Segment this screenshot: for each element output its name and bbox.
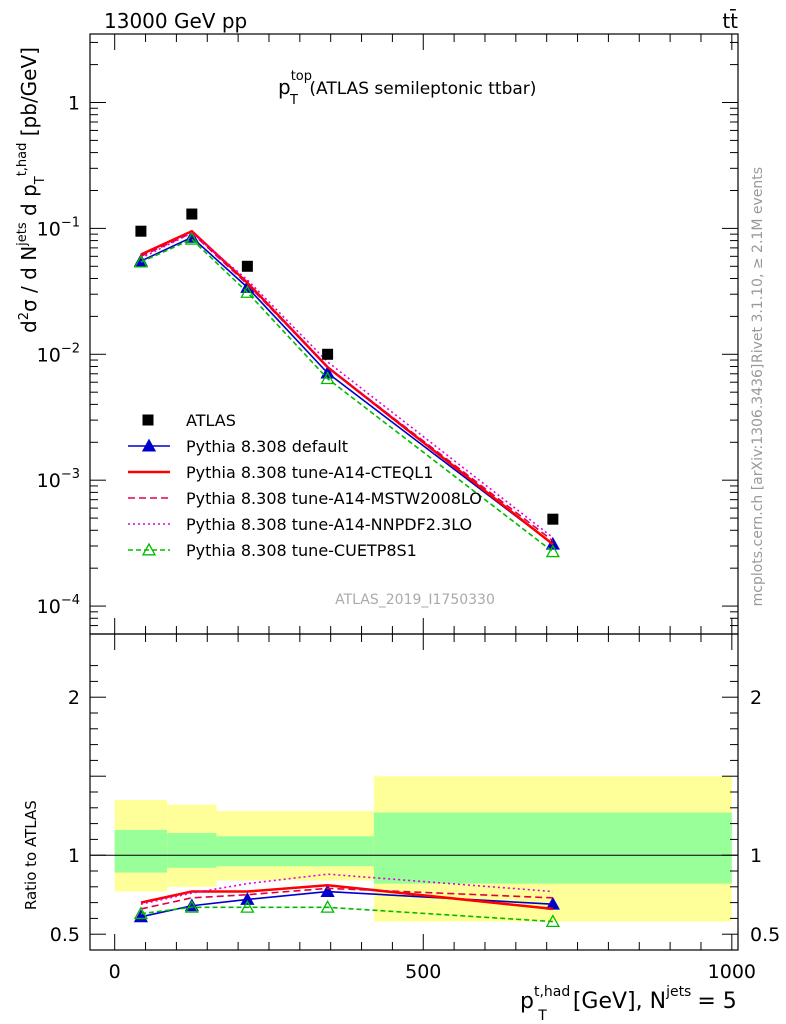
ratio-y-axis-label: Ratio to ATLAS — [22, 800, 40, 910]
data-point-marker — [184, 900, 199, 913]
y-tick-label: 1 — [68, 845, 80, 867]
data-point-marker — [133, 906, 149, 920]
atlas-data-point — [322, 348, 334, 360]
uncertainty-band-inner — [373, 812, 732, 884]
x-axis-label: pt,had T[GeV], Njets = 5 — [520, 984, 737, 1024]
y-tick-label: 10−3 — [37, 467, 80, 492]
data-point-marker — [320, 371, 335, 385]
atlas-data-point — [135, 225, 147, 237]
data-point-marker — [545, 914, 560, 928]
analysis-label: ATLAS_2019_I1750330 — [335, 592, 495, 608]
energy-label: 13000 GeV pp — [104, 9, 247, 33]
ratio-series-line-5 — [140, 906, 553, 923]
atlas-data-point — [186, 208, 198, 220]
x-tick-label: 0 — [109, 961, 121, 983]
process-label: tt̄ — [722, 8, 738, 33]
data-point-marker — [320, 884, 335, 897]
data-point-marker — [320, 900, 335, 913]
y-tick-label: 0.5 — [50, 924, 80, 946]
mcplots-label: mcplots.cern.ch [arXiv:1306.3436] — [750, 364, 766, 607]
series-line-5 — [140, 238, 554, 553]
y-tick-label-right: 0.5 — [750, 924, 780, 946]
y-tick-label: 10−1 — [37, 215, 80, 240]
ratio-plot-panel: 0 500 1000 0.5 0.5 1 1 2 2 Ratio to ATLAS pt,had T[… — [22, 633, 780, 1024]
atlas-data-point — [547, 513, 559, 525]
y-tick-label-right: 1 — [750, 845, 762, 867]
data-point-marker — [184, 231, 199, 245]
data-point-marker — [545, 896, 560, 910]
ratio-series-line-3 — [140, 887, 553, 910]
data-point-marker — [141, 438, 157, 452]
main-plot-panel: 1 10−1 10−2 10−3 10−4 d2σ / d Njets d pTt,had… — [15, 33, 739, 635]
legend-label: Pythia 8.308 tune-CUETP8S1 — [186, 541, 417, 560]
series-line-2 — [140, 229, 554, 546]
uncertainty-band-inner — [216, 836, 374, 867]
y-tick-label: 10−4 — [37, 593, 80, 618]
atlas-data-point — [241, 260, 253, 272]
y-tick-label: 10−2 — [37, 341, 80, 366]
y-tick-label: 1 — [68, 92, 80, 114]
y-tick-label: 2 — [68, 687, 80, 709]
legend-label: Pythia 8.308 default — [186, 437, 348, 456]
uncertainty-band-inner — [114, 829, 168, 873]
legend-atlas-marker — [142, 414, 154, 426]
legend-label: Pythia 8.308 tune-A14-NNPDF2.3LO — [186, 515, 472, 534]
legend: ATLAS Pythia 8.308 default Pythia 8.308 tu… — [128, 411, 482, 560]
data-point-marker — [240, 285, 255, 298]
legend-label: Pythia 8.308 tune-A14-CTEQL1 — [186, 463, 433, 482]
series-line-3 — [140, 231, 554, 542]
rivet-label: Rivet 3.1.10, ≥ 2.1M events — [750, 167, 766, 363]
legend-label: ATLAS — [186, 411, 236, 430]
y-tick-label-right: 2 — [750, 687, 762, 709]
data-point-marker — [545, 544, 560, 558]
data-point-marker — [240, 900, 255, 913]
uncertainty-band-inner — [167, 833, 217, 868]
data-point-marker — [240, 892, 255, 905]
main-y-axis-label: d2σ / d Njets d pTt,had [pb/GeV] — [15, 47, 48, 333]
legend-label: Pythia 8.308 tune-A14-MSTW2008LO — [186, 489, 482, 508]
data-point-marker — [133, 254, 149, 268]
x-tick-label: 500 — [405, 961, 441, 983]
data-point-marker — [141, 542, 157, 556]
plot-title: ptop T (ATLAS semileptonic ttbar) — [278, 69, 536, 108]
x-tick-label: 1000 — [708, 961, 756, 983]
ratio-series-line-2 — [140, 883, 553, 911]
